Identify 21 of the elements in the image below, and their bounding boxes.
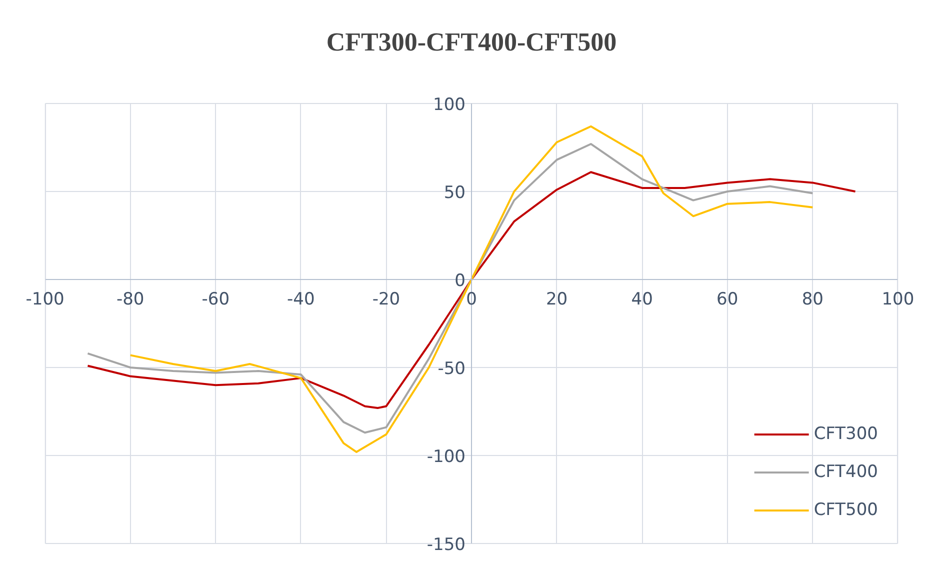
y-tick-label: -100 — [426, 447, 466, 467]
x-tick-label: -40 — [287, 290, 315, 310]
y-tick-label: 100 — [433, 95, 466, 115]
x-tick-label: -20 — [372, 290, 400, 310]
y-tick-label: -50 — [438, 359, 466, 379]
x-tick-label: -80 — [116, 290, 144, 310]
chart-title: CFT300-CFT400-CFT500 — [326, 28, 617, 56]
legend-label: CFT400 — [814, 462, 878, 482]
x-tick-label: 80 — [802, 290, 824, 310]
x-tick-label: 20 — [546, 290, 568, 310]
x-tick-label: -100 — [26, 290, 64, 310]
legend-label: CFT300 — [814, 424, 878, 444]
y-tick-label: 0 — [454, 271, 466, 291]
line-series — [86, 171, 856, 409]
x-tick-label: 40 — [631, 290, 653, 310]
x-tick-label: 100 — [882, 290, 914, 310]
x-tick-label: 60 — [716, 290, 738, 310]
x-tick-label: -60 — [202, 290, 230, 310]
legend-label: CFT500 — [814, 500, 878, 520]
y-tick-label: -150 — [426, 535, 466, 555]
y-tick-label: 50 — [444, 183, 466, 203]
